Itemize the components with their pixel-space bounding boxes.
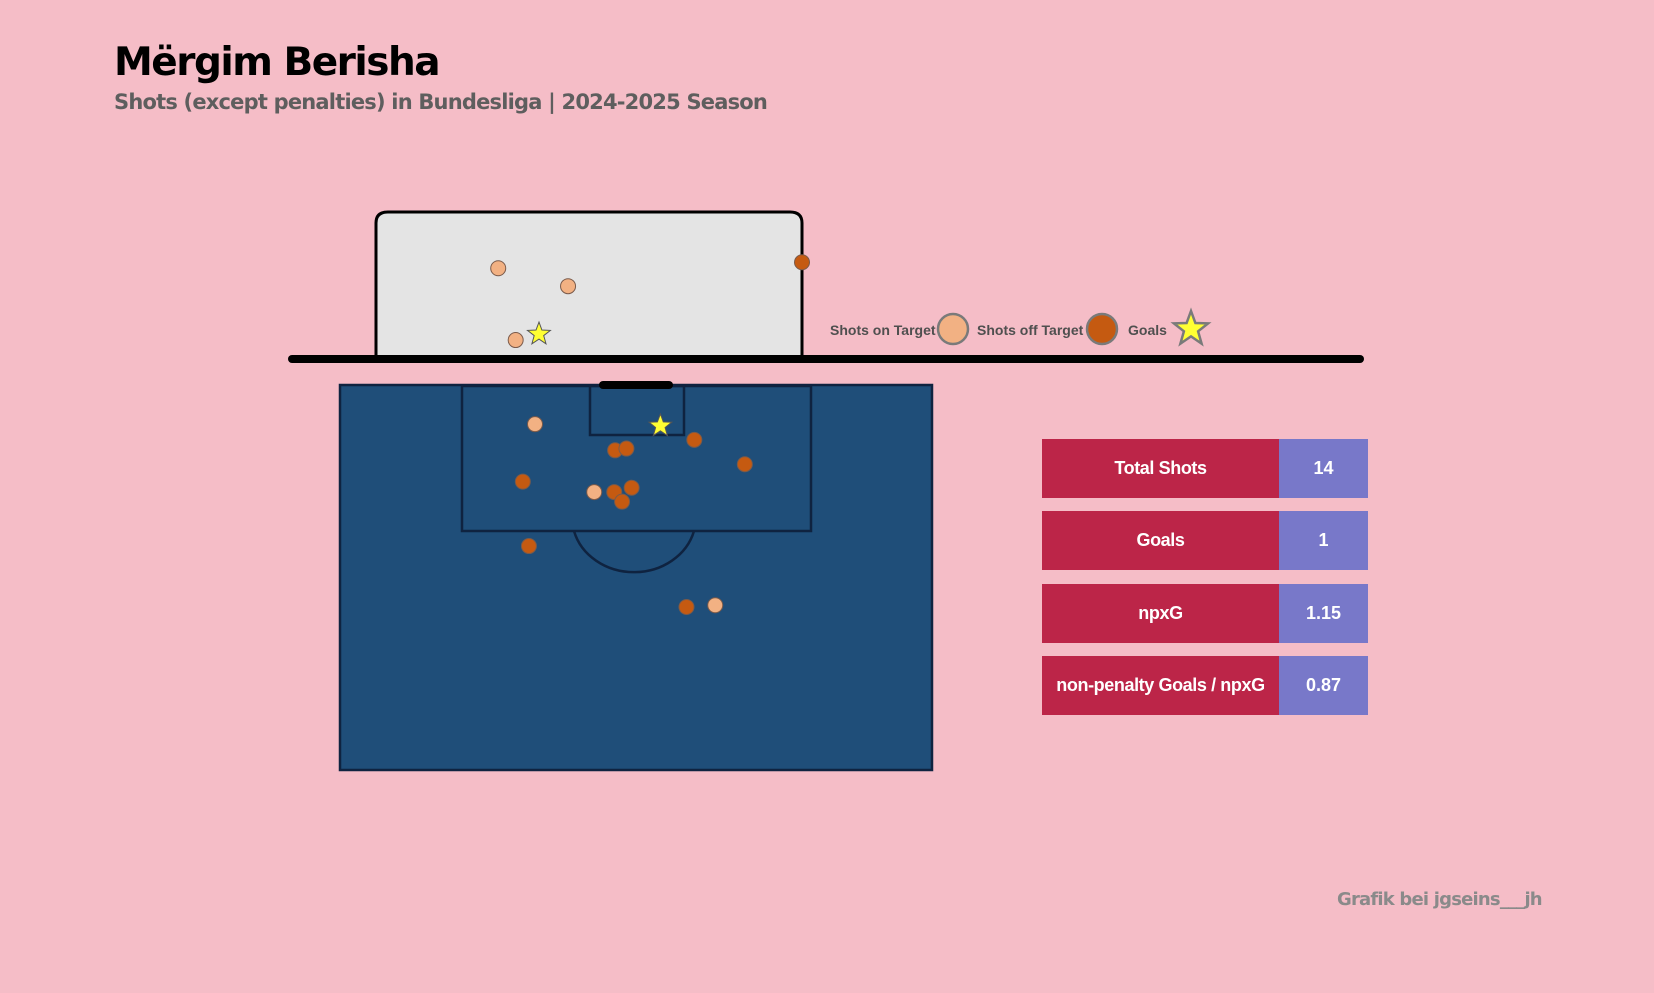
stat-row-goals: Goals 1 [1042,511,1368,570]
shot-marker [586,484,603,501]
stat-row-npxg: npxG 1.15 [1042,584,1368,643]
stat-value: 0.87 [1279,656,1368,715]
shot-marker [514,473,531,490]
shot-marker [736,456,753,473]
legend-goal-star-icon [1170,307,1212,347]
stat-value: 1.15 [1279,584,1368,643]
stat-label: Goals [1042,511,1279,570]
shot-marker [623,479,640,496]
stat-row-total-shots: Total Shots 14 [1042,439,1368,498]
legend-off-target-marker [1085,312,1119,346]
goal-mouth-shot-marker [507,332,524,349]
stat-label: non-penalty Goals / npxG [1042,656,1279,715]
stat-value: 1 [1279,511,1368,570]
goal-mouth-shot-marker [560,278,577,295]
shot-marker [686,431,703,448]
penalty-arc [572,530,696,574]
chart-title: Mërgim Berisha [114,40,441,85]
goal-mouth-shots [490,254,810,349]
goal-mouth [288,210,1364,363]
stat-label: npxG [1042,584,1279,643]
credit-text: Grafik bei jgseins___jh [1337,889,1543,910]
goal-mouth-shot-marker [490,260,507,277]
shot-marker [707,597,724,614]
stat-label: Total Shots [1042,439,1279,498]
pitch-shots [514,412,753,616]
stat-row-goals-per-npxg: non-penalty Goals / npxG 0.87 [1042,656,1368,715]
shot-marker [527,416,544,433]
legend-on-target-label: Shots on Target [830,322,936,338]
shot-marker [678,599,695,616]
goal-star-marker [647,412,674,437]
legend: Shots on Target Shots off Target Goals [830,307,1212,347]
goal-frame [374,210,804,360]
shot-marker [614,493,631,510]
shot-marker [618,440,635,457]
shot-marker [520,538,537,555]
pitch [338,381,934,772]
goal-mouth-shot-marker [794,254,810,271]
legend-off-target-label: Shots off Target [977,322,1084,338]
pitch-area [338,383,934,772]
stat-value: 14 [1279,439,1368,498]
legend-goals-label: Goals [1128,322,1167,338]
chart-subtitle: Shots (except penalties) in Bundesliga |… [114,90,768,114]
goal-mouth-goal-star [526,320,552,345]
legend-on-target-marker [936,312,970,346]
